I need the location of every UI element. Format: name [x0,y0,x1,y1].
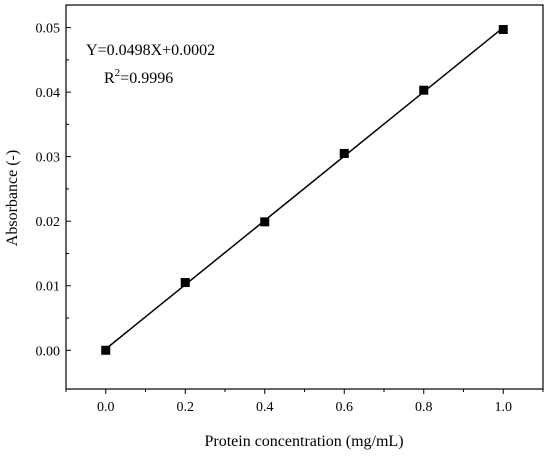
x-tick-label: 0.2 [177,400,195,415]
data-point [101,345,111,355]
equation-annotation: Y=0.0498X+0.0002 [86,42,215,59]
data-point [498,25,508,35]
x-tick-label: 0.0 [97,400,115,415]
axes [65,4,544,390]
x-tick-label: 0.4 [256,400,274,415]
data-point [260,217,270,227]
y-tick-label: 0.02 [36,215,61,230]
x-tick-label: 1.0 [495,400,513,415]
data-point [339,148,349,158]
x-tick-label: 0.8 [415,400,433,415]
y-tick-label: 0.03 [36,151,61,166]
y-tick-label: 0.04 [36,86,61,101]
x-tick-label: 0.6 [336,400,354,415]
r-squared-annotation: R2=0.9996 [104,67,173,87]
y-tick-label: 0.05 [36,22,61,37]
x-axis-title: Protein concentration (mg/mL) [204,433,403,450]
fit-line [105,27,504,350]
data-point [419,85,429,95]
r2-prefix: R [104,70,115,87]
r2-value: =0.9996 [120,70,173,87]
y-axis-title: Absorbance (-) [4,150,21,246]
ticks: 0.00 0.01 0.02 0.03 0.04 0.05 0.0 0.2 0.4 0.6 0.8 1… [36,22,544,415]
plot-frame [65,4,544,390]
y-tick-label: 0.01 [36,280,61,295]
r2-superscript: 2 [115,67,121,79]
data-points [101,25,508,355]
y-tick-label: 0.00 [36,344,61,359]
data-point [180,278,190,288]
